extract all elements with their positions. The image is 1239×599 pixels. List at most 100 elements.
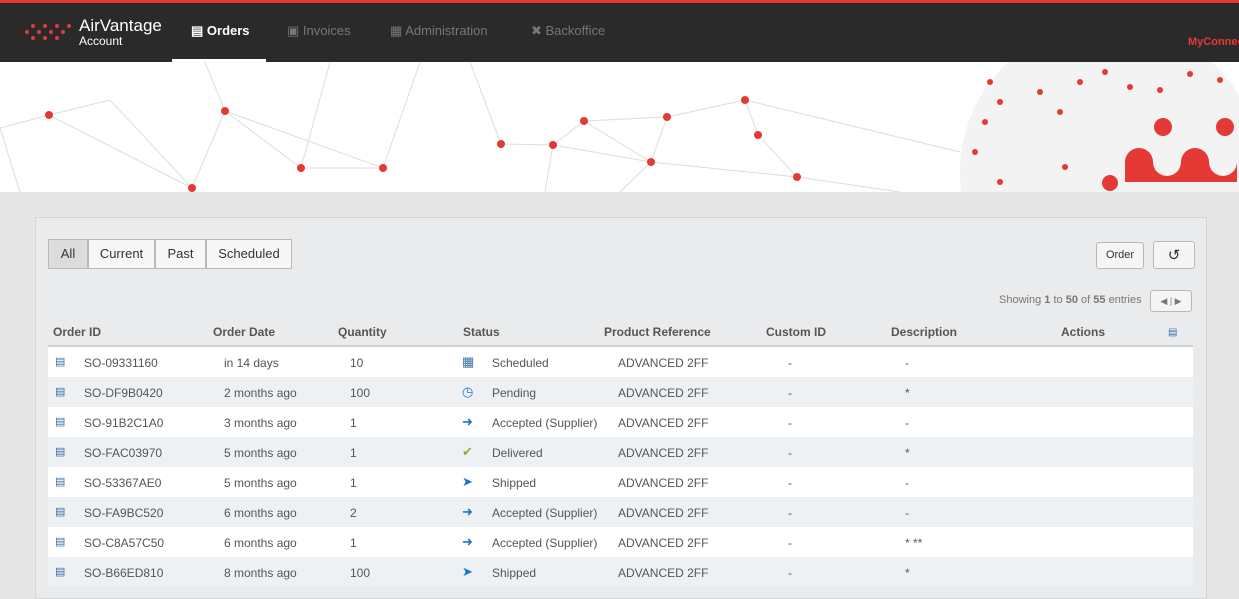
cell: SO-FAC03970 — [84, 446, 163, 460]
table-row[interactable]: ▤ ➜ SO-C8A57C50 6 months ago 1 Accepted (Supp… — [48, 527, 1193, 557]
cell: ADVANCED 2FF — [618, 446, 709, 460]
nav-label: Backoffice — [545, 23, 606, 38]
order-icon: ▤ — [55, 566, 66, 578]
order-icon: ▤ — [55, 446, 66, 458]
cell: 1 — [350, 536, 357, 550]
cell: 5 months ago — [224, 446, 297, 460]
cell: 8 months ago — [224, 566, 297, 580]
cell: * ** — [905, 536, 923, 550]
nav-label: Orders — [206, 23, 250, 38]
cell: SO-C8A57C50 — [84, 536, 165, 550]
status-icon: ▦ — [462, 354, 475, 369]
cell: 1 — [350, 476, 357, 490]
cell: ADVANCED 2FF — [618, 536, 709, 550]
nav-backoffice[interactable]: ✖ Backoffice — [531, 23, 606, 38]
cell: 6 months ago — [224, 536, 297, 550]
cell: 10 — [350, 356, 364, 370]
status-icon: ➜ — [462, 534, 473, 549]
nav-label: Invoices — [302, 23, 351, 38]
cell: SO-91B2C1A0 — [84, 416, 164, 430]
cell: ADVANCED 2FF — [618, 476, 709, 490]
nav-invoices[interactable]: ▣ Invoices — [287, 23, 351, 38]
cell: 6 months ago — [224, 506, 297, 520]
filter-button[interactable]: All — [48, 239, 88, 269]
banner — [0, 62, 1239, 192]
status-icon: ◷ — [462, 384, 474, 399]
cell: SO-09331160 — [84, 356, 158, 370]
cell: 2 months ago — [224, 386, 297, 400]
table-row[interactable]: ▤ ✔ SO-FAC03970 5 months ago 1 Delivered ADVAN… — [48, 437, 1193, 467]
table-row[interactable]: ▤ ➤ SO-53367AE0 5 months ago 1 Shipped ADVANCE… — [48, 467, 1193, 497]
cell: - — [788, 386, 792, 400]
pagination-info: Showing 1 to 50 of 55 entries — [999, 294, 1142, 306]
cell: 1 — [350, 446, 357, 460]
pager[interactable]: ◀ | ▶ — [1150, 290, 1192, 312]
user-menu[interactable]: MyConnec — [1188, 36, 1239, 48]
cell: - — [905, 506, 909, 520]
active-tab-indicator — [172, 59, 266, 62]
column-header: Custom ID — [766, 325, 826, 339]
number: 1 — [1044, 294, 1051, 306]
text: to — [1053, 294, 1063, 306]
cell: Delivered — [492, 446, 543, 460]
order-icon: ▤ — [55, 386, 66, 398]
cell: * — [905, 446, 910, 460]
column-toggle[interactable]: ▤ — [1168, 327, 1178, 338]
orders-panel: All Current Past Scheduled Order ↺ Showing … — [35, 217, 1207, 599]
table-row[interactable]: ▤ ➜ SO-FA9BC520 6 months ago 2 Accepted (Supp… — [48, 497, 1193, 527]
number: 50 — [1065, 294, 1078, 306]
cell: 100 — [350, 386, 371, 400]
cell: - — [788, 356, 792, 370]
cell: 100 — [350, 566, 371, 580]
text: of — [1081, 294, 1091, 306]
text: Showing — [999, 294, 1042, 306]
table-row[interactable]: ▤ ◷ SO-DF9B0420 2 months ago 100 Pending ADVAN… — [48, 377, 1193, 407]
column-header: Product Reference — [604, 325, 711, 339]
cell: SO-53367AE0 — [84, 476, 162, 490]
table-row[interactable]: ▤ ▦ SO-09331160 in 14 days 10 Scheduled ADVANC… — [48, 347, 1193, 377]
cell: 3 months ago — [224, 416, 297, 430]
cell: ADVANCED 2FF — [618, 356, 709, 370]
cell: in 14 days — [224, 356, 279, 370]
filter-button[interactable]: Current — [88, 239, 155, 269]
top-bar: AirVantage Account ▤ Orders ▣ Invoices ▦… — [0, 0, 1239, 62]
nav-administration[interactable]: ▦ Administration — [390, 23, 488, 38]
order-icon: ▤ — [55, 476, 66, 488]
cell: 1 — [350, 416, 357, 430]
nav-label: Administration — [405, 23, 488, 38]
cell: * — [905, 386, 910, 400]
cell: ADVANCED 2FF — [618, 566, 709, 580]
column-header: Order Date — [213, 325, 276, 339]
filter-button[interactable]: Past — [155, 239, 206, 269]
number: 55 — [1093, 294, 1106, 306]
cell: Accepted (Supplier) — [492, 506, 598, 520]
column-header: Quantity — [338, 325, 387, 339]
cell: * — [905, 566, 910, 580]
table-row[interactable]: ▤ ➜ SO-91B2C1A0 3 months ago 1 Accepted (Supp… — [48, 407, 1193, 437]
column-header: Status — [463, 325, 500, 339]
nav-orders[interactable]: ▤ Orders — [191, 23, 250, 38]
logo — [25, 24, 71, 40]
header-divider — [48, 345, 1193, 347]
cell: Pending — [492, 386, 537, 400]
column-header: Actions — [1061, 325, 1106, 339]
order-icon: ▤ — [55, 536, 66, 548]
status-icon: ➤ — [462, 474, 473, 489]
cell: - — [788, 536, 792, 550]
text: entries — [1108, 294, 1142, 306]
refresh-button[interactable]: ↺ — [1153, 241, 1195, 269]
filter-button[interactable]: Scheduled — [206, 239, 292, 269]
status-icon: ➜ — [462, 414, 473, 429]
cell: Shipped — [492, 566, 537, 580]
table-row[interactable]: ▤ ➤ SO-B66ED810 8 months ago 100 Shipped ADVAN… — [48, 557, 1193, 587]
subbrand: Account — [79, 34, 123, 48]
cell: 5 months ago — [224, 476, 297, 490]
cell: - — [905, 476, 909, 490]
cell: ADVANCED 2FF — [618, 506, 709, 520]
cell: ADVANCED 2FF — [618, 386, 709, 400]
order-button[interactable]: Order — [1096, 242, 1144, 269]
cell: - — [788, 446, 792, 460]
cell: - — [905, 416, 909, 430]
cell: - — [788, 506, 792, 520]
